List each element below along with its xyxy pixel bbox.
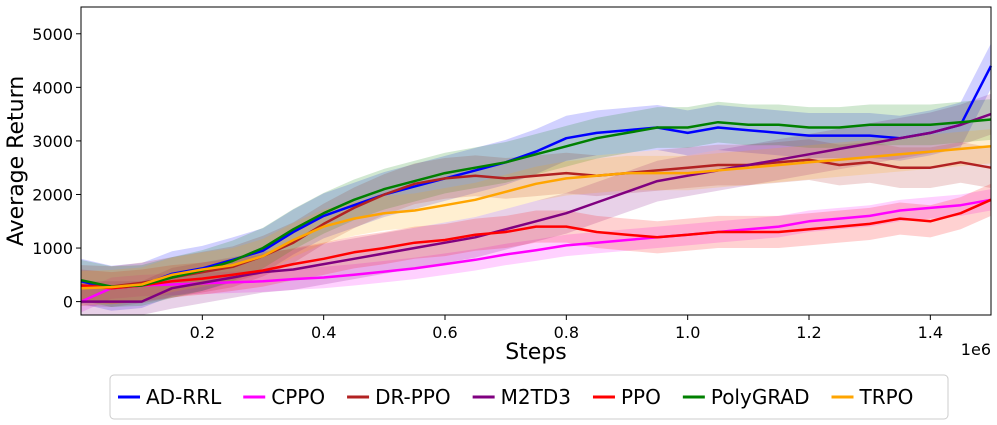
- legend-label-ppo: PPO: [621, 385, 661, 409]
- y-tick-label: 0: [63, 293, 73, 312]
- series-line-ppo: [80, 198, 992, 290]
- y-tick-label: 4000: [32, 78, 73, 97]
- band-trpo: [81, 129, 991, 306]
- legend-label-polygrad: PolyGRAD: [711, 385, 810, 409]
- x-tick-label: 0.8: [554, 323, 579, 342]
- legend-label-trpo: TRPO: [859, 385, 914, 409]
- x-tick-label: 0.6: [432, 323, 457, 342]
- series-line-trpo: [80, 145, 992, 290]
- x-tick-label: 1.0: [675, 323, 700, 342]
- x-tick-label: 1.2: [796, 323, 821, 342]
- legend-label-cppo: CPPO: [271, 385, 325, 409]
- legend: AD-RRL CPPO DR-PPO M2TD3 PPO PolyGRAD TRPO: [109, 374, 949, 420]
- legend-label-m2td3: M2TD3: [501, 385, 571, 409]
- y-tick-label: 5000: [32, 25, 73, 44]
- x-tick-label: 1.4: [918, 323, 943, 342]
- series-line-m2td3: [81, 112, 992, 303]
- band-polygrad: [81, 99, 991, 307]
- x-axis-offset-label: 1e6: [961, 340, 991, 359]
- series-lines: [80, 65, 993, 303]
- y-axis: 0 1000 2000 3000 4000 5000: [32, 25, 81, 312]
- x-axis-title: Steps: [505, 340, 567, 365]
- x-axis: 0.2 0.4 0.6 0.8 1.0 1.2 1.4: [190, 315, 943, 342]
- legend-label-ad-rrl: AD-RRL: [146, 385, 222, 409]
- band-ppo: [81, 183, 991, 305]
- band-dr-ppo: [81, 139, 991, 307]
- y-tick-label: 2000: [32, 185, 73, 204]
- x-tick-label: 0.4: [311, 323, 336, 342]
- series-line-cppo: [80, 198, 992, 303]
- legend-frame: [109, 374, 949, 420]
- y-tick-label: 1000: [32, 239, 73, 258]
- series-line-dr-ppo: [80, 158, 992, 288]
- x-tick-label: 0.2: [190, 323, 215, 342]
- legend-label-dr-ppo: DR-PPO: [375, 385, 451, 409]
- series-line-polygrad: [80, 118, 992, 288]
- band-m2td3: [81, 93, 991, 315]
- band-ad-rrl: [81, 43, 991, 311]
- y-axis-title: Average Return: [4, 76, 29, 246]
- y-tick-label: 3000: [32, 132, 73, 151]
- confidence-bands: [81, 43, 991, 315]
- plot-frame: [80, 6, 992, 316]
